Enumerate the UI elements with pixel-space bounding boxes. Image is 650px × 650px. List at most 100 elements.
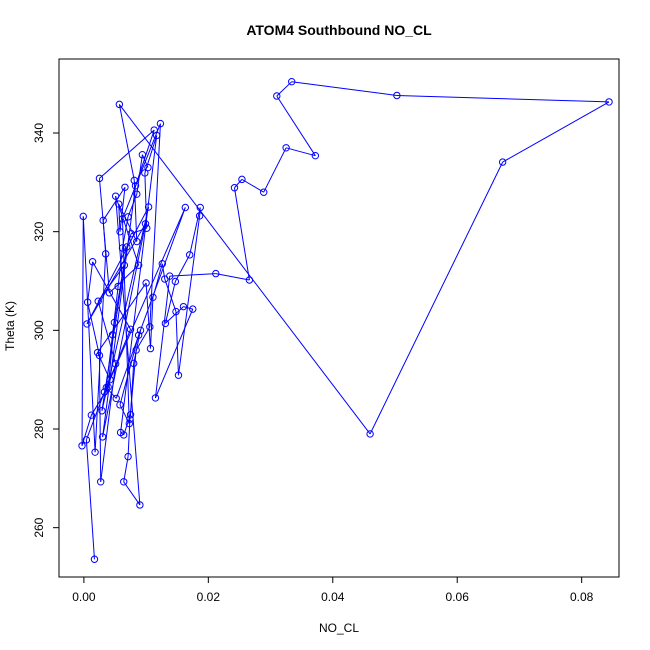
data-point (366, 430, 374, 438)
data-point (144, 163, 152, 172)
data-point (130, 176, 138, 185)
data-point (134, 331, 143, 339)
series-segment (131, 227, 147, 235)
data-point (116, 401, 124, 409)
data-point (146, 323, 154, 331)
x-axis-label: NO_CL (319, 621, 359, 635)
data-point (105, 289, 114, 297)
series-segment (164, 278, 177, 312)
data-point (141, 220, 150, 228)
series-segment (396, 95, 610, 103)
series-segment (123, 456, 129, 482)
series-segment (81, 216, 84, 446)
data-point (498, 158, 507, 166)
data-point (121, 183, 129, 191)
series-segment (112, 286, 119, 335)
series-segment (87, 302, 100, 356)
series-segment (127, 419, 131, 457)
data-point (174, 371, 183, 379)
data-point (110, 318, 119, 327)
data-point (120, 431, 128, 439)
data-point (260, 188, 268, 196)
data-point (87, 411, 96, 419)
series-segment (105, 387, 117, 399)
x-tick-label: 0.02 (197, 590, 221, 604)
y-axis-label: Theta (K) (3, 301, 17, 351)
series-segment (119, 335, 140, 405)
data-point (136, 326, 145, 335)
data-point (151, 394, 160, 402)
series-segment (263, 147, 287, 193)
data-point (100, 388, 109, 396)
series-segment (241, 178, 264, 193)
data-point (79, 212, 87, 221)
series-segment (502, 101, 610, 163)
data-point (171, 277, 180, 286)
y-tick-label: 280 (32, 419, 46, 439)
series-segment (174, 254, 191, 282)
data-point (311, 151, 320, 160)
data-point (116, 227, 124, 236)
series-segment (175, 311, 179, 376)
data-point (133, 190, 141, 198)
data-point (93, 348, 102, 357)
data-point (146, 344, 155, 353)
series-segment (233, 187, 250, 281)
series-segment (118, 104, 135, 181)
series-segment (123, 481, 141, 506)
data-point (196, 203, 204, 212)
series-segment (85, 391, 105, 441)
series-segment (136, 154, 143, 195)
data-point (91, 448, 99, 456)
x-tick-label: 0.06 (446, 590, 470, 604)
data-point (127, 229, 135, 238)
data-point (83, 320, 91, 328)
series-segment (120, 135, 158, 433)
data-point (115, 200, 123, 208)
chart-title: ATOM4 Southbound NO_CL (246, 22, 432, 38)
data-point (111, 360, 120, 368)
series-segment (102, 220, 107, 254)
data-point (131, 182, 140, 190)
data-point (245, 276, 254, 284)
data-point (112, 394, 120, 403)
series-segment (126, 233, 132, 248)
series-segment (164, 281, 176, 324)
data-point (129, 359, 138, 368)
data-point (230, 184, 239, 192)
series-segment (135, 129, 155, 186)
series-segment (102, 223, 146, 437)
data-point (185, 251, 194, 259)
data-point (605, 98, 613, 106)
series-segment (369, 161, 504, 435)
data-point (142, 279, 150, 287)
series-segment (115, 330, 141, 399)
series-segment (154, 276, 171, 398)
data-point (98, 407, 106, 415)
plot-area: 0.00 0.02 0.04 0.06 0.08 260 280 300 320 340 (32, 58, 620, 604)
data-point (149, 293, 157, 301)
series-segment (141, 154, 149, 168)
series-segment (144, 135, 158, 174)
series-segment (90, 386, 109, 416)
series-segment (127, 193, 138, 218)
data-point (273, 92, 281, 100)
series-segment (98, 355, 102, 482)
data-point (282, 144, 290, 152)
series-segment (165, 306, 184, 324)
data-point (95, 174, 104, 183)
series-segment (122, 123, 161, 220)
data-point (96, 478, 105, 486)
y-tick-label: 260 (32, 517, 46, 537)
data-point (124, 452, 132, 461)
data-point (108, 331, 117, 339)
data-point (126, 325, 135, 334)
data-point (152, 131, 161, 140)
data-point (88, 258, 97, 266)
data-point (195, 212, 204, 220)
data-point (133, 237, 141, 246)
series-segment (161, 263, 166, 280)
data-point (126, 415, 134, 423)
data-point (134, 261, 143, 269)
